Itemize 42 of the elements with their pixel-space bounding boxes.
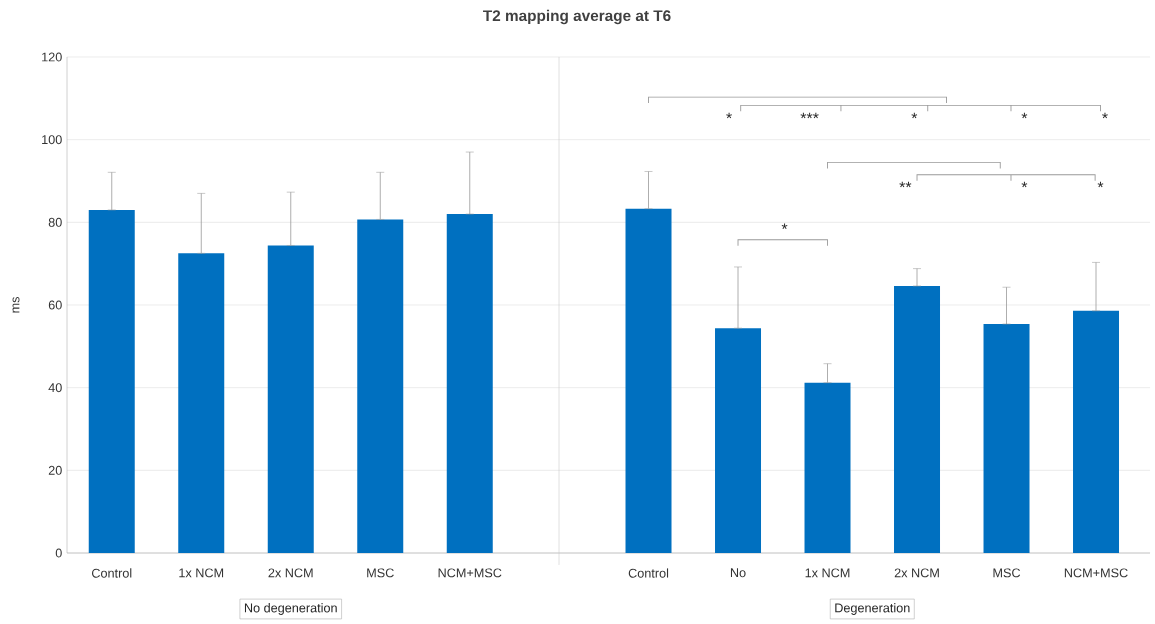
text: No degeneration [244, 603, 337, 615]
annotation: * [1021, 181, 1028, 188]
y-axis-title: ms [12, 297, 20, 313]
x-tick-label: 1x NCM [179, 568, 224, 578]
annotation: * [911, 112, 918, 119]
y-tick-label: 20 [48, 465, 62, 475]
annotation: * [1102, 112, 1108, 119]
y-tick-label: 0 [55, 548, 62, 558]
x-tick-label: MSC [993, 568, 1021, 578]
y-tick-label: 60 [48, 300, 62, 310]
bar [267, 245, 314, 553]
bar [1073, 310, 1120, 553]
x-tick-label: 2x NCM [268, 568, 313, 578]
chart-title: T2 mapping average at T6 [483, 9, 671, 25]
y-tick-label: 40 [48, 383, 62, 393]
x-tick-label: No [730, 568, 746, 578]
bar [804, 382, 851, 553]
x-tick-label: Control [628, 568, 669, 578]
x-tick-label: NCM+MSC [438, 568, 502, 578]
bar [446, 214, 493, 553]
annotation: * [781, 223, 788, 230]
bar [894, 285, 941, 553]
x-tick-label: NCM+MSC [1064, 568, 1128, 578]
annotation: * [726, 112, 732, 119]
bar [625, 208, 672, 553]
annotation: *** [800, 112, 819, 119]
bar [357, 219, 404, 553]
y-tick-label: 100 [42, 135, 62, 145]
bar [715, 328, 762, 553]
text: Degeneration [835, 603, 910, 615]
x-tick-label: 1x NCM [805, 568, 850, 578]
x-tick-label: MSC [367, 568, 394, 578]
x-tick-label: 2x NCM [894, 568, 939, 578]
bar [88, 209, 135, 553]
y-tick-label: 120 [42, 52, 62, 62]
annotation: ** [899, 181, 912, 188]
bar [983, 324, 1030, 553]
annotation: * [1097, 181, 1104, 188]
annotation: * [1021, 112, 1028, 119]
y-tick-label: 80 [48, 217, 62, 227]
x-tick-label: Control [91, 568, 132, 578]
bar [178, 253, 225, 553]
